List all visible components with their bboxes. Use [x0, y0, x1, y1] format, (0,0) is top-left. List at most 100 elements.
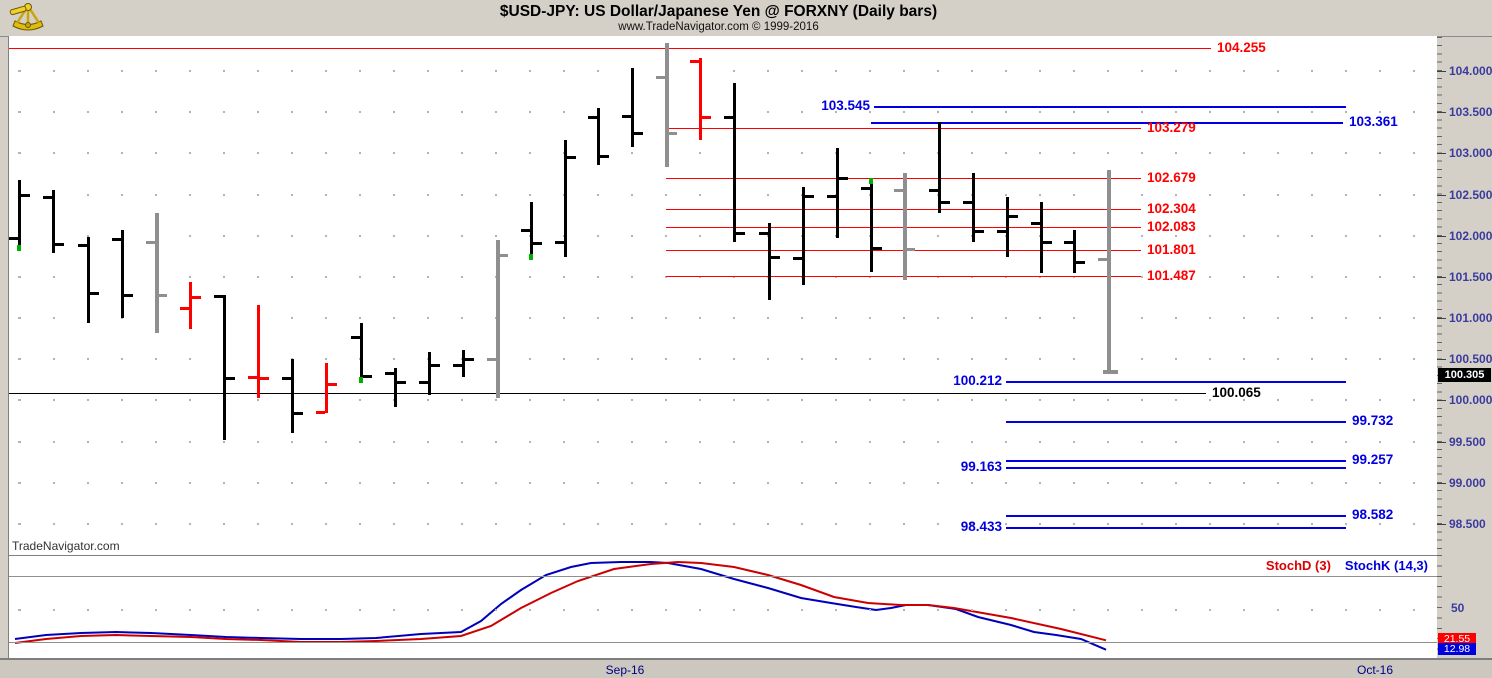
stoch-chart-canvas[interactable]: StochD (3) StochK (14,3) — [8, 555, 1439, 659]
level-line-104.255[interactable] — [9, 48, 1211, 49]
ohlc-close-tick — [600, 154, 609, 158]
level-line-100.212[interactable] — [1006, 380, 1346, 383]
ohlc-open-tick — [588, 115, 597, 119]
level-line-103.545[interactable] — [874, 106, 1346, 109]
price-axis-major-tick — [1437, 235, 1446, 237]
price-axis-major-tick — [1437, 482, 1446, 484]
level-label-103.279: 103.279 — [1147, 120, 1196, 136]
ohlc-close-tick — [21, 194, 30, 198]
ohlc-bar-27 — [903, 172, 907, 280]
ohlc-bar-20 — [665, 42, 669, 168]
price-chart-canvas[interactable]: TradeNavigator.com 104.255 103.545 103.361… — [8, 36, 1439, 555]
ohlc-close-tick — [1043, 241, 1052, 245]
price-axis-major-tick — [1437, 400, 1446, 402]
ohlc-open-tick — [1064, 241, 1073, 245]
level-label-102.679: 102.679 — [1147, 169, 1196, 185]
ohlc-open-tick — [622, 115, 631, 119]
ohlc-bar-7 — [223, 294, 226, 440]
ohlc-open-tick — [43, 195, 52, 199]
ohlc-bar-11 — [360, 322, 363, 383]
price-axis-label-101.500: 101.500 — [1449, 269, 1492, 284]
price-axis-label-104.000: 104.000 — [1449, 64, 1492, 78]
ohlc-close-tick — [1009, 214, 1018, 218]
ohlc-bar-9 — [291, 359, 294, 434]
ohlc-open-tick — [419, 381, 428, 385]
ohlc-open-tick — [282, 377, 291, 381]
stoch-axis[interactable]: 50 21.55 12.98 — [1437, 555, 1492, 658]
price-axis-label-99.000: 99.000 — [1449, 475, 1486, 490]
level-label-99.163: 99.163 — [960, 459, 1002, 475]
ohlc-open-tick — [316, 410, 325, 414]
grid-row — [9, 440, 1438, 443]
ohlc-open-tick — [963, 200, 972, 204]
ohlc-bar-30 — [1006, 196, 1009, 257]
ohlc-open-tick — [78, 243, 87, 247]
ohlc-open-tick — [180, 307, 189, 311]
ohlc-bar-15 — [496, 239, 500, 398]
price-axis-label-102.500: 102.500 — [1449, 187, 1492, 202]
stoch-value-badge-1: 21.55 — [1438, 633, 1476, 646]
level-line-100.065[interactable] — [9, 393, 1206, 395]
ohlc-open-tick — [1031, 222, 1040, 226]
level-line-99.257[interactable] — [1006, 459, 1346, 462]
ohlc-bar-18 — [597, 107, 600, 165]
ohlc-close-tick — [226, 377, 235, 381]
price-axis-label-103.000: 103.000 — [1449, 146, 1492, 161]
stoch-legend: StochD (3) StochK (14,3) — [1252, 558, 1428, 573]
ohlc-bar-24 — [802, 186, 805, 285]
ohlc-close-tick — [90, 292, 99, 296]
ohlc-open-tick — [555, 241, 564, 245]
ohlc-open-tick — [385, 372, 394, 376]
stoch-gridline-20 — [9, 642, 1438, 643]
ohlc-bar-23 — [768, 223, 771, 300]
stoch-gridline-80 — [9, 576, 1438, 577]
level-line-98.582[interactable] — [1006, 515, 1346, 518]
ohlc-open-tick — [146, 241, 155, 245]
price-axis-minor-ticks — [1437, 37, 1442, 556]
new-trade-mark — [529, 254, 533, 261]
ohlc-close-tick — [294, 411, 303, 415]
price-axis-label-99.500: 99.500 — [1449, 434, 1486, 449]
level-line-99.732[interactable] — [1006, 420, 1346, 423]
ohlc-open-tick — [214, 294, 223, 298]
level-line-98.433[interactable] — [1006, 527, 1346, 530]
ohlc-bar-19 — [631, 68, 634, 147]
ohlc-open-tick — [997, 229, 1006, 233]
level-line-103.279[interactable] — [666, 128, 1141, 130]
ohlc-close-tick — [1103, 370, 1118, 375]
stoch-value-badge-2: 12.98 — [1438, 642, 1476, 655]
chart-copyright: www.TradeNavigator.com © 1999-2016 — [618, 21, 819, 33]
grid-row — [9, 399, 1438, 402]
trade-navigator-logo — [9, 3, 44, 31]
ohlc-close-tick — [839, 176, 848, 180]
ohlc-close-tick — [499, 254, 508, 258]
ohlc-close-tick — [260, 377, 269, 381]
level-line-103.361[interactable] — [871, 121, 1343, 124]
grid-row — [9, 70, 1438, 72]
ohlc-close-tick — [873, 246, 882, 250]
ohlc-open-tick — [351, 335, 360, 339]
ohlc-open-tick — [724, 115, 733, 119]
price-axis[interactable]: 100.305 104.000 103.500 103.000 102.500 102.… — [1437, 36, 1492, 556]
ohlc-close-tick — [906, 247, 915, 251]
last-price-badge: 100.305 — [1438, 368, 1491, 383]
ohlc-close-tick — [736, 232, 745, 236]
ohlc-bar-6 — [189, 281, 192, 330]
ohlc-bar-25 — [836, 148, 839, 238]
ohlc-bar-31 — [1040, 201, 1043, 273]
ohlc-bar-4 — [121, 229, 124, 318]
level-line-99.163[interactable] — [1006, 467, 1346, 470]
ohlc-open-tick — [9, 237, 18, 241]
ohlc-bar-8 — [257, 304, 260, 398]
time-axis-label-Sep-16: Sep-16 — [605, 663, 645, 677]
grid-row — [9, 234, 1438, 237]
price-axis-label-102.000: 102.000 — [1449, 228, 1492, 243]
stoch-50-label: 50 — [1451, 601, 1465, 615]
chart-title: $USD-JPY: US Dollar/Japanese Yen @ FORXN… — [499, 3, 938, 20]
price-axis-major-tick — [1437, 359, 1446, 361]
time-axis: Sep-16 Oct-16 — [0, 658, 1492, 678]
watermark: TradeNavigator.com — [12, 539, 120, 553]
price-axis-major-tick — [1437, 523, 1446, 525]
ohlc-close-tick — [805, 195, 814, 198]
ohlc-open-tick — [656, 76, 665, 80]
